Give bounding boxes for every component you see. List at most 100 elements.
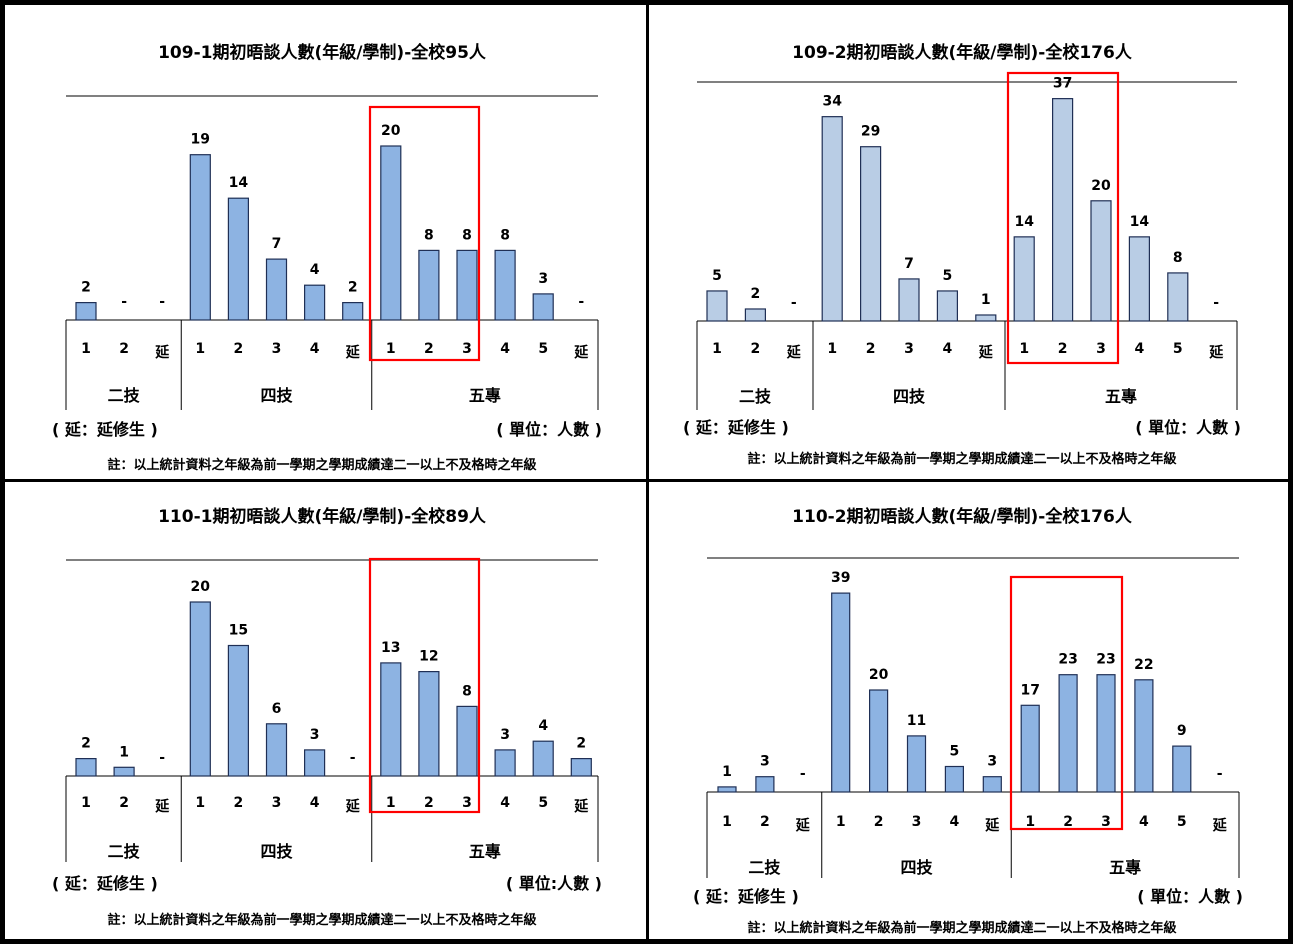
bar <box>456 705 478 777</box>
bar <box>1172 745 1192 793</box>
category-tick-label: 4 <box>943 341 953 357</box>
chart-110-1: 110-1期初晤談人數(年級/學制)-全校89人2112-延2011526334… <box>52 506 602 928</box>
category-tick-label: 延 <box>573 344 589 361</box>
category-tick-label: 3 <box>1096 341 1106 357</box>
category-tick-label: 延 <box>1208 344 1224 361</box>
category-tick-label: 1 <box>195 795 205 811</box>
value-label: - <box>121 294 127 310</box>
chart-title: 109-2期初晤談人數(年級/學制)-全校176人 <box>792 42 1133 63</box>
category-tick-label: 1 <box>81 341 91 357</box>
value-label: 2 <box>81 280 91 296</box>
chart-title: 110-2期初晤談人數(年級/學制)-全校176人 <box>792 506 1133 527</box>
value-label: 22 <box>1134 657 1153 673</box>
note-left: ( 延：延修生 ) <box>52 420 158 439</box>
value-label: 3 <box>500 727 510 743</box>
chart-title: 110-1期初晤談人數(年級/學制)-全校89人 <box>158 506 487 527</box>
group-label: 二技 <box>108 386 141 405</box>
value-label: 11 <box>907 713 926 729</box>
category-tick-label: 1 <box>195 341 205 357</box>
category-tick-label: 2 <box>234 341 244 357</box>
bar <box>189 154 211 321</box>
value-label: 3 <box>987 754 997 770</box>
value-label: 20 <box>191 579 211 595</box>
value-label: - <box>1217 766 1223 782</box>
group-label: 五專 <box>1105 387 1137 406</box>
bar <box>1096 674 1116 793</box>
category-tick-label: 延 <box>345 798 361 815</box>
value-label: 4 <box>538 718 548 734</box>
value-label: 2 <box>348 280 358 296</box>
note-left: ( 延：延修生 ) <box>683 418 789 437</box>
category-tick-label: 延 <box>1212 817 1228 834</box>
value-label: 20 <box>869 667 889 683</box>
value-label: 17 <box>1020 682 1039 698</box>
note-right: ( 單位：人數 ) <box>496 420 602 439</box>
note-right: ( 單位：人數 ) <box>1135 418 1241 437</box>
bar <box>982 776 1002 793</box>
category-tick-label: 2 <box>760 814 770 830</box>
value-label: 34 <box>822 94 842 110</box>
group-label: 四技 <box>260 842 293 861</box>
category-tick-label: 4 <box>500 341 510 357</box>
bar <box>304 284 326 321</box>
value-label: 8 <box>462 683 472 699</box>
value-label: 8 <box>1173 250 1183 266</box>
bar <box>869 689 889 793</box>
value-label: 15 <box>229 623 248 639</box>
group-label: 四技 <box>900 858 933 877</box>
grid-horizontal-divider <box>0 479 1293 482</box>
category-tick-label: 1 <box>386 341 396 357</box>
bar <box>898 278 920 322</box>
category-tick-label: 延 <box>154 798 170 815</box>
value-label: - <box>350 750 356 766</box>
value-label: 8 <box>462 227 472 243</box>
value-label: 29 <box>861 124 880 140</box>
chart-109-1: 109-1期初晤談人數(年級/學制)-全校95人21-2-延1911427344… <box>52 42 602 473</box>
value-label: 4 <box>310 262 320 278</box>
value-label: 12 <box>419 649 438 665</box>
footnote: 註：以上統計資料之年級為前一學期之學期成績達二一以上不及格時之年級 <box>107 457 536 473</box>
value-label: 1 <box>981 292 991 308</box>
value-label: 14 <box>1130 214 1150 230</box>
value-label: 5 <box>943 268 953 284</box>
bar <box>936 290 958 322</box>
category-tick-label: 1 <box>712 341 722 357</box>
bar <box>1128 236 1150 322</box>
bar <box>1134 679 1154 793</box>
value-label: 8 <box>500 227 510 243</box>
chart-110-2: 110-2期初晤談人數(年級/學制)-全校176人1132-延391202113… <box>693 506 1243 936</box>
category-tick-label: 延 <box>786 344 802 361</box>
category-tick-label: 延 <box>795 817 811 834</box>
bar <box>1090 200 1112 322</box>
bar <box>532 740 554 777</box>
category-tick-label: 2 <box>119 341 129 357</box>
category-tick-label: 4 <box>310 795 320 811</box>
category-tick-label: 3 <box>904 341 914 357</box>
category-tick-label: 3 <box>272 795 282 811</box>
category-tick-label: 5 <box>1173 341 1183 357</box>
bar <box>706 290 728 322</box>
note-left: ( 延：延修生 ) <box>52 874 158 893</box>
bar <box>944 765 964 793</box>
category-tick-label: 2 <box>424 341 434 357</box>
value-label: 5 <box>712 268 722 284</box>
category-tick-label: 2 <box>119 795 129 811</box>
value-label: 20 <box>1091 178 1111 194</box>
value-label: 37 <box>1053 76 1072 92</box>
bar <box>860 146 882 322</box>
category-tick-label: 1 <box>1019 341 1029 357</box>
value-label: 6 <box>272 701 282 717</box>
value-label: 13 <box>381 640 400 656</box>
note-left: ( 延：延修生 ) <box>693 887 799 906</box>
group-label: 二技 <box>739 387 772 406</box>
bar <box>494 749 516 777</box>
bar <box>75 302 97 321</box>
grid-vertical-divider <box>646 0 649 944</box>
category-tick-label: 延 <box>154 344 170 361</box>
value-label: 23 <box>1096 652 1115 668</box>
category-tick-label: 1 <box>827 341 837 357</box>
bar <box>755 776 775 793</box>
bar <box>717 786 737 793</box>
group-label: 五專 <box>469 386 501 405</box>
group-label: 四技 <box>260 386 293 405</box>
